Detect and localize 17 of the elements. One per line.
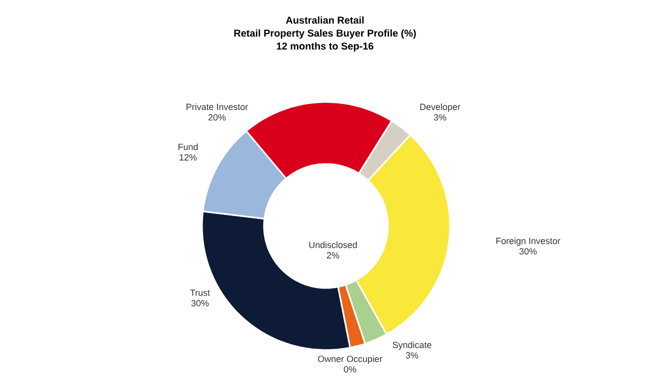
slice-label: Undisclosed: [309, 241, 357, 248]
slice-label: Trust: [190, 290, 210, 296]
data-label: 20%: [208, 114, 226, 121]
slice-label: Developer: [420, 103, 460, 112]
slice-label: Syndicate: [392, 341, 432, 350]
data-label: 3%: [434, 114, 446, 121]
data-label: 30%: [519, 248, 537, 255]
data-label: 12%: [180, 154, 197, 160]
chart-title: Australian Retail Retail Property Sales Buyer Profile (%) 12 months to Sep-16: [234, 16, 416, 52]
slice-label: Fund: [178, 143, 198, 150]
slice-label: Private Investor: [186, 103, 248, 110]
data-label: 2%: [326, 252, 340, 258]
category-label: Owner Occupier: [318, 355, 382, 364]
data-label: 30%: [191, 300, 209, 306]
text: 0%: [344, 366, 356, 373]
slice-label: Foreign Investor: [496, 237, 560, 246]
data-label: 3%: [406, 352, 418, 359]
